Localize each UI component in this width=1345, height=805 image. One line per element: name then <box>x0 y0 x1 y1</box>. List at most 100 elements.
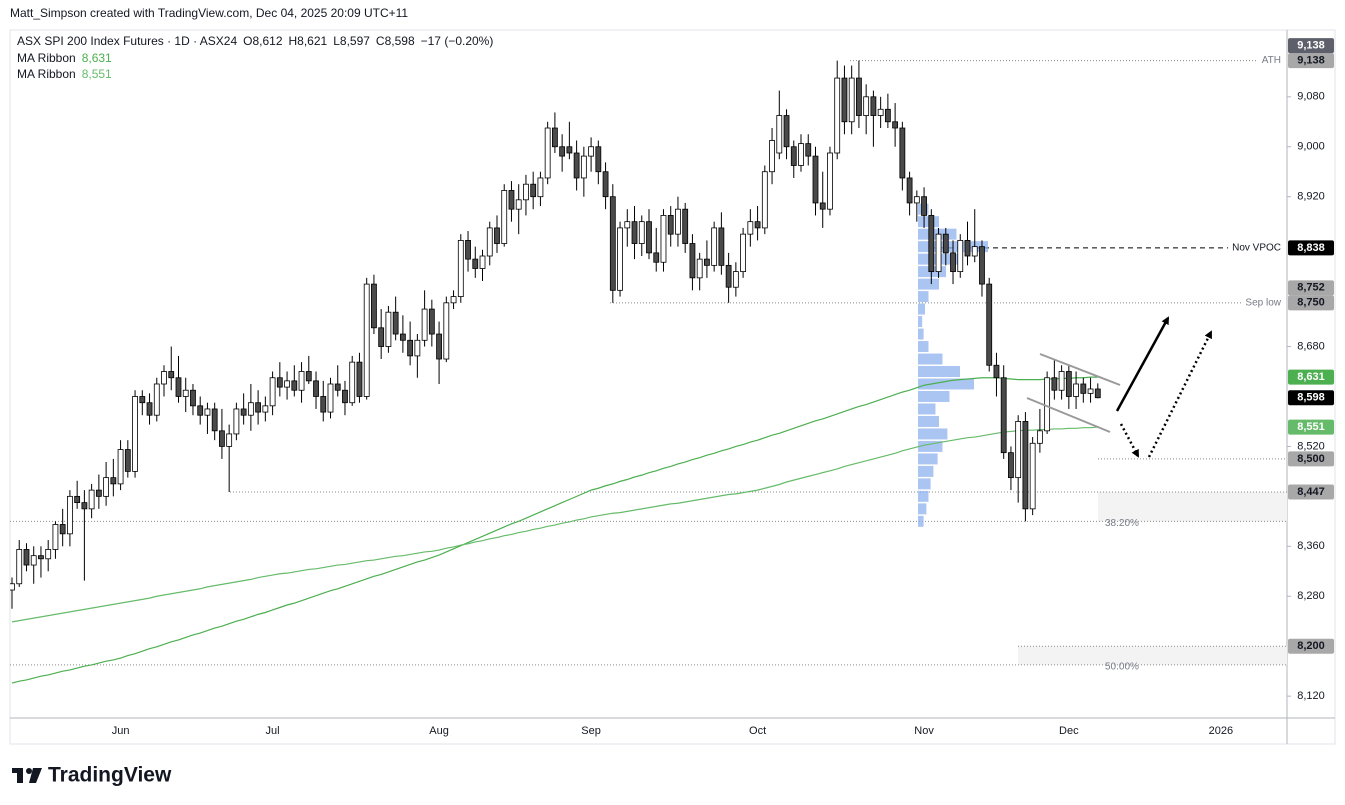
candle-body <box>10 583 15 591</box>
candle-body <box>595 146 602 173</box>
volume-profile-bar <box>918 328 924 340</box>
axes: 8,120 8,280 8,360 8,520 8,680 8,920 9,000 9,080… <box>112 38 1334 737</box>
candle-body <box>190 389 196 407</box>
candle-body <box>537 177 544 198</box>
legend-change: −17 (−0.20%) <box>421 34 494 48</box>
arrow-up-dotted <box>1147 330 1213 458</box>
candle-body <box>327 383 334 413</box>
volume-profile-bar <box>918 465 934 477</box>
candle-body <box>892 121 899 129</box>
candle-body <box>494 227 500 244</box>
pane-border <box>9 29 1336 745</box>
candle-body <box>675 208 681 235</box>
y-tick-label: 9,080 <box>1297 91 1325 103</box>
candle-body <box>436 333 442 360</box>
candle-body <box>320 396 327 413</box>
price-badge-label: 8,750 <box>1297 297 1325 309</box>
candle-body <box>515 199 522 210</box>
candle-body <box>993 364 1000 379</box>
candle-body <box>67 495 73 535</box>
candle-body <box>45 549 52 560</box>
candle-body <box>834 77 841 154</box>
price-badge <box>1288 390 1334 406</box>
level-label: ATH <box>1262 55 1281 66</box>
legend-key: L <box>333 34 340 48</box>
candle-body <box>81 502 88 510</box>
volume-profile-bar <box>918 415 939 427</box>
candle-body <box>450 296 457 304</box>
price-badge-label: 8,838 <box>1297 242 1325 254</box>
volume-profile-bar <box>918 303 925 315</box>
price-badge <box>1288 53 1334 69</box>
x-tick-label: Nov <box>914 725 934 737</box>
candle-body <box>566 146 573 154</box>
candle-body <box>392 311 399 335</box>
candle-body <box>798 143 804 166</box>
candle-body <box>805 143 812 157</box>
candle-body <box>877 108 884 116</box>
candle-body <box>638 221 645 244</box>
candle-body <box>1000 377 1007 454</box>
candle-body <box>371 283 377 329</box>
candle-body <box>508 190 515 210</box>
volume-profile-bar <box>918 278 939 290</box>
candle-body <box>588 146 594 157</box>
candle-body <box>1087 388 1094 394</box>
candle-body <box>964 239 971 257</box>
candle-body <box>38 555 44 560</box>
price-badge <box>1288 280 1334 296</box>
candle-body <box>247 402 254 416</box>
price-badge <box>1288 369 1334 385</box>
y-tick-label: 8,360 <box>1297 540 1325 552</box>
candle-body <box>769 140 775 173</box>
x-tick-label: Oct <box>749 725 766 737</box>
price-badge-label: 8,752 <box>1297 282 1325 294</box>
logo-mark <box>26 768 32 774</box>
candle-body <box>255 402 262 413</box>
candle-body <box>573 152 580 179</box>
volume-profile-bar <box>918 291 929 303</box>
candle-body <box>59 524 66 535</box>
candle-body <box>269 377 276 407</box>
candle-body <box>559 146 566 157</box>
volume-profile-bar <box>918 390 950 402</box>
candle-body <box>827 152 833 210</box>
price-badge <box>1288 419 1334 435</box>
candle-body <box>841 77 848 123</box>
candle-body <box>551 127 558 148</box>
volume-profile-bar <box>918 503 927 515</box>
candle-body <box>761 171 768 229</box>
legend-ma-entry: MA Ribbon 8,631 <box>17 51 112 65</box>
candle-body <box>219 430 225 447</box>
candle-body <box>465 239 471 260</box>
candle-body <box>812 155 819 204</box>
candle-body <box>776 115 783 154</box>
candle-body <box>609 196 616 291</box>
legend-ma-entry: MA Ribbon 8,551 <box>17 67 112 81</box>
level-zone <box>1018 646 1287 665</box>
volume-profile-bar <box>918 428 948 440</box>
candle-body <box>653 252 660 263</box>
candle-body <box>1058 371 1065 391</box>
x-tick-label: Jun <box>112 725 130 737</box>
volume-profile-bar <box>918 316 923 328</box>
candle-body <box>182 389 189 397</box>
candle-body <box>399 333 406 341</box>
candle-body <box>667 215 674 235</box>
candle-body <box>631 221 638 244</box>
price-badge-label: 8,631 <box>1297 371 1325 383</box>
candle-body <box>175 377 182 397</box>
candle-body <box>1008 452 1014 479</box>
volume-profile-bar <box>918 378 974 390</box>
candle-body <box>718 227 725 266</box>
channel-upper <box>1039 353 1121 386</box>
candle-body <box>986 283 993 366</box>
arrow-up <box>1115 316 1170 412</box>
candle-body <box>906 177 913 204</box>
y-tick-label: 8,920 <box>1297 191 1325 203</box>
volume-profile-bar <box>918 440 943 452</box>
legend-key: H <box>289 34 298 48</box>
candle-body <box>1094 388 1101 399</box>
legend-value: 8,597 <box>340 34 370 48</box>
